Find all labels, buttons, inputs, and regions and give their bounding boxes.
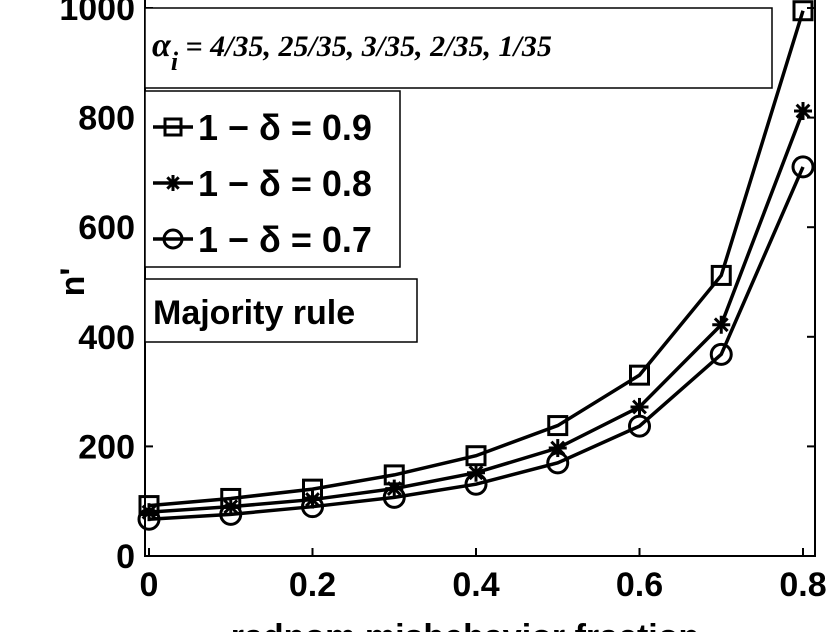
x-tick-label: 0.4 xyxy=(452,566,499,604)
data-point xyxy=(382,485,406,509)
series-layer xyxy=(137,0,815,531)
data-point xyxy=(712,315,731,334)
data-point xyxy=(629,364,650,386)
series-line xyxy=(148,166,805,522)
series-3 xyxy=(137,155,815,531)
legend-item: 1 − δ = 0.8 xyxy=(153,163,372,204)
data-point xyxy=(547,415,569,437)
data-point xyxy=(467,463,485,482)
x-tick-label: 0.2 xyxy=(289,566,336,604)
legend-item: 1 − δ = 0.7 xyxy=(153,219,372,260)
y-tick-label: 200 xyxy=(78,428,135,466)
y-tick-label: 0 xyxy=(116,538,135,576)
data-point xyxy=(464,472,488,496)
series-line xyxy=(148,10,805,508)
alpha-annotation: αi = 4/35, 25/35, 3/35, 2/35, 1/35 xyxy=(152,27,552,76)
legend-label: 1 − δ = 0.7 xyxy=(198,219,372,260)
y-tick-label: 800 xyxy=(78,100,135,138)
axes: 0 200 400 600 800 1000 0 0.2 0.4 0.6 0.8 xyxy=(59,0,827,604)
x-tick-label: 0.6 xyxy=(616,566,663,604)
legend-item: 1 − δ = 0.9 xyxy=(153,107,372,148)
data-point xyxy=(710,264,732,286)
y-tick-label: 600 xyxy=(78,209,135,247)
y-axis-label: n' xyxy=(54,268,92,297)
majority-rule-label: Majority rule xyxy=(153,294,355,332)
legend-label: 1 − δ = 0.9 xyxy=(198,107,372,148)
legend-marker xyxy=(163,117,183,137)
legend-label: 1 − δ = 0.8 xyxy=(198,163,372,204)
data-point xyxy=(628,414,651,438)
data-point xyxy=(792,0,814,22)
plot-frame xyxy=(144,0,816,557)
x-tick-label: 0.8 xyxy=(779,566,826,604)
legend: 1 − δ = 0.9 1 − δ = 0.8 1 − δ = 0.7 xyxy=(144,90,401,268)
x-axis-label: radnom misbehavior fraction xyxy=(231,618,700,632)
data-point xyxy=(219,502,243,526)
data-point xyxy=(137,507,161,531)
annotation-box: αi = 4/35, 25/35, 3/35, 2/35, 1/35 xyxy=(144,7,773,89)
data-point xyxy=(791,155,815,179)
data-point xyxy=(630,397,649,416)
y-tick-label: 1000 xyxy=(59,0,135,28)
legend-marker xyxy=(165,175,181,191)
y-tick-label: 400 xyxy=(78,319,135,357)
data-point xyxy=(301,495,324,519)
rule-box: Majority rule xyxy=(144,278,418,343)
x-tick-label: 0 xyxy=(140,566,159,604)
data-point xyxy=(546,451,570,475)
legend-marker xyxy=(162,228,184,250)
data-point xyxy=(794,102,812,121)
data-point xyxy=(709,342,733,366)
